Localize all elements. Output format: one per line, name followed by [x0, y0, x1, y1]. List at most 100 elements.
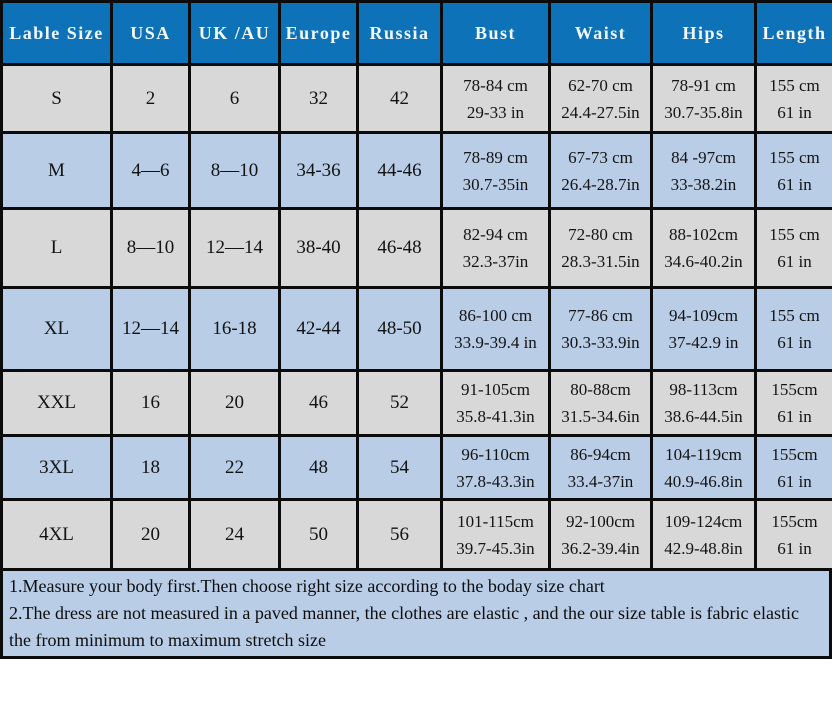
hips-cm: 84 -97cm	[671, 147, 736, 167]
col-header-length: Length	[754, 0, 832, 66]
bust-cell: 101-115cm 39.7-45.3in	[440, 498, 551, 571]
bust-in: 32.3-37in	[462, 252, 529, 271]
russia-cell: 48-50	[356, 286, 443, 372]
usa-cell: 18	[110, 434, 191, 501]
hips-in: 42.9-48.8in	[664, 538, 743, 558]
hips-cell: 98-113cm 38.6-44.5in	[650, 369, 757, 437]
table-row-m: M 4—6 8—10 34-36 44-46 78-89 cm 30.7-35i…	[0, 131, 832, 210]
size-label-cell: L	[0, 207, 113, 289]
length-in: 61 in	[777, 471, 812, 491]
waist-cm: 67-73 cm	[568, 147, 633, 167]
waist-cell: 92-100cm 36.2-39.4in	[548, 498, 653, 571]
bust-cell: 86-100 cm 33.9-39.4 in	[440, 286, 551, 372]
waist-in: 24.4-27.5in	[561, 102, 640, 122]
bust-cm: 78-89 cm	[463, 147, 528, 167]
waist-cell: 67-73 cm 26.4-28.7in	[548, 131, 653, 210]
hips-in: 33-38.2in	[670, 174, 737, 194]
header-row: Lable Size USA UK /AU Europe Russia Bust…	[0, 0, 832, 66]
table-row-4xl: 4XL 20 24 50 56 101-115cm 39.7-45.3in 92…	[0, 498, 832, 571]
usa-cell: 20	[110, 498, 191, 571]
waist-in: 33.4-37in	[567, 471, 634, 491]
uk-au-cell: 22	[188, 434, 281, 501]
bust-cell: 78-89 cm 30.7-35in	[440, 131, 551, 210]
waist-cm: 86-94cm	[570, 444, 631, 464]
waist-cell: 86-94cm 33.4-37in	[548, 434, 653, 501]
col-header-hips: Hips	[650, 0, 757, 66]
europe-cell: 42-44	[278, 286, 359, 372]
uk-au-cell: 24	[188, 498, 281, 571]
waist-cm: 72-80 cm	[568, 225, 633, 244]
length-in: 61 in	[777, 174, 812, 194]
waist-in: 26.4-28.7in	[561, 174, 640, 194]
hips-cell: 78-91 cm 30.7-35.8in	[650, 63, 757, 134]
russia-cell: 52	[356, 369, 443, 437]
size-label-cell: 3XL	[0, 434, 113, 501]
hips-cm: 88-102cm	[669, 225, 738, 244]
length-in: 61 in	[777, 333, 812, 352]
waist-cm: 80-88cm	[570, 380, 631, 399]
bust-cm: 86-100 cm	[458, 306, 533, 325]
hips-in: 40.9-46.8in	[664, 471, 743, 491]
length-cm: 155 cm	[769, 306, 820, 325]
length-in: 61 in	[777, 538, 812, 558]
hips-cell: 109-124cm 42.9-48.8in	[650, 498, 757, 571]
waist-cell: 77-86 cm 30.3-33.9in	[548, 286, 653, 372]
length-in: 61 in	[777, 407, 812, 426]
length-cell: 155cm 61 in	[754, 498, 832, 571]
note-line-1: 1.Measure your body first.Then choose ri…	[9, 576, 605, 596]
col-header-europe: Europe	[278, 0, 359, 66]
col-header-uk-au: UK /AU	[188, 0, 281, 66]
size-chart-notes: 1.Measure your body first.Then choose ri…	[0, 571, 832, 659]
waist-cm: 62-70 cm	[568, 75, 633, 95]
usa-cell: 2	[110, 63, 191, 134]
col-header-usa: USA	[110, 0, 191, 66]
usa-cell: 8—10	[110, 207, 191, 289]
size-label-cell: 4XL	[0, 498, 113, 571]
russia-cell: 54	[356, 434, 443, 501]
bust-in: 37.8-43.3in	[456, 471, 535, 491]
length-cell: 155 cm 61 in	[754, 286, 832, 372]
europe-cell: 32	[278, 63, 359, 134]
bust-cm: 101-115cm	[457, 511, 534, 531]
hips-cm: 78-91 cm	[671, 75, 736, 95]
col-header-label-size: Lable Size	[0, 0, 113, 66]
usa-cell: 12—14	[110, 286, 191, 372]
bust-cell: 82-94 cm 32.3-37in	[440, 207, 551, 289]
hips-in: 34.6-40.2in	[664, 252, 743, 271]
length-cm: 155 cm	[769, 75, 820, 95]
uk-au-cell: 20	[188, 369, 281, 437]
uk-au-cell: 16-18	[188, 286, 281, 372]
hips-cm: 109-124cm	[664, 511, 743, 531]
bust-cell: 96-110cm 37.8-43.3in	[440, 434, 551, 501]
waist-cell: 80-88cm 31.5-34.6in	[548, 369, 653, 437]
usa-cell: 16	[110, 369, 191, 437]
length-cm: 155 cm	[769, 225, 820, 244]
bust-cell: 78-84 cm 29-33 in	[440, 63, 551, 134]
waist-cm: 92-100cm	[566, 511, 635, 531]
uk-au-cell: 8—10	[188, 131, 281, 210]
uk-au-cell: 6	[188, 63, 281, 134]
russia-cell: 44-46	[356, 131, 443, 210]
russia-cell: 56	[356, 498, 443, 571]
hips-cell: 104-119cm 40.9-46.8in	[650, 434, 757, 501]
length-cm: 155cm	[771, 511, 818, 531]
hips-cm: 98-113cm	[669, 380, 738, 399]
length-cm: 155 cm	[769, 147, 820, 167]
bust-in: 39.7-45.3in	[456, 538, 535, 558]
europe-cell: 48	[278, 434, 359, 501]
waist-in: 28.3-31.5in	[561, 252, 640, 271]
hips-in: 37-42.9 in	[668, 333, 739, 352]
col-header-russia: Russia	[356, 0, 443, 66]
length-cell: 155 cm 61 in	[754, 63, 832, 134]
size-label-cell: XXL	[0, 369, 113, 437]
hips-cell: 84 -97cm 33-38.2in	[650, 131, 757, 210]
length-cm: 155cm	[771, 380, 818, 399]
bust-cm: 78-84 cm	[463, 75, 528, 95]
europe-cell: 46	[278, 369, 359, 437]
note-line-2: 2.The dress are not measured in a paved …	[9, 603, 799, 650]
length-cell: 155cm 61 in	[754, 369, 832, 437]
bust-cell: 91-105cm 35.8-41.3in	[440, 369, 551, 437]
bust-cm: 82-94 cm	[463, 225, 528, 244]
table-row-3xl: 3XL 18 22 48 54 96-110cm 37.8-43.3in 86-…	[0, 434, 832, 501]
